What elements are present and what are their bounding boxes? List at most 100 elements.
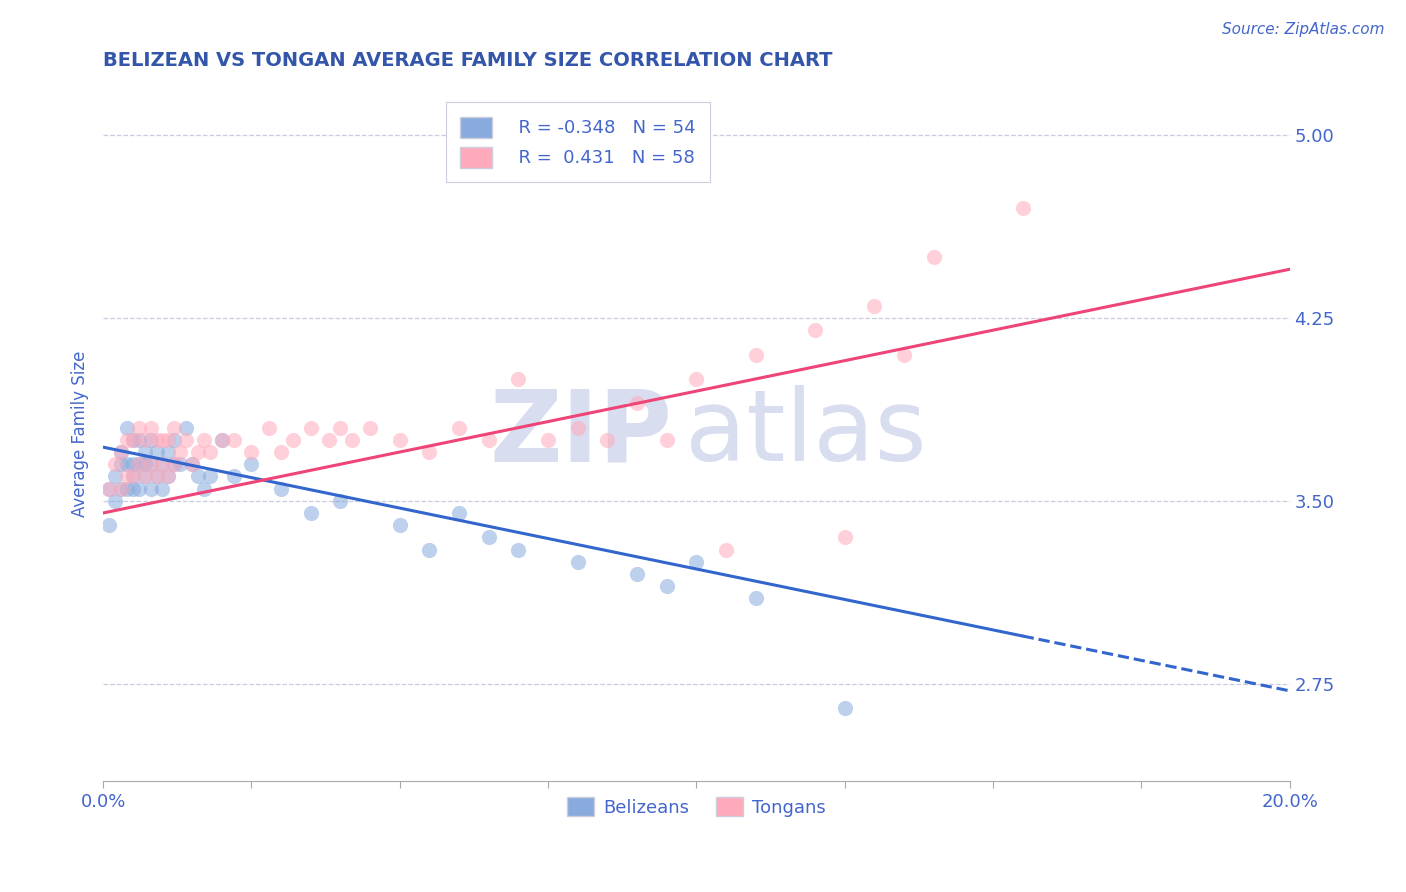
Point — [152, 482, 174, 496]
Point — [152, 433, 174, 447]
Point — [198, 469, 221, 483]
Point — [152, 457, 174, 471]
Point — [1011, 202, 1033, 216]
Point — [567, 420, 589, 434]
Point — [128, 420, 150, 434]
Point — [222, 433, 245, 447]
Point — [449, 506, 471, 520]
Point — [110, 457, 132, 471]
Point — [98, 482, 121, 496]
Point — [128, 482, 150, 496]
Point — [157, 445, 180, 459]
Point — [134, 469, 156, 483]
Point — [198, 445, 221, 459]
Point — [359, 420, 381, 434]
Point — [98, 482, 121, 496]
Point — [169, 457, 191, 471]
Point — [418, 542, 440, 557]
Point — [299, 506, 322, 520]
Point — [744, 347, 766, 361]
Point — [121, 433, 143, 447]
Point — [181, 457, 204, 471]
Point — [626, 396, 648, 410]
Legend: Belizeans, Tongans: Belizeans, Tongans — [560, 790, 834, 824]
Point — [139, 457, 162, 471]
Point — [157, 433, 180, 447]
Point — [222, 469, 245, 483]
Point — [145, 469, 167, 483]
Point — [145, 445, 167, 459]
Point — [157, 469, 180, 483]
Point — [134, 445, 156, 459]
Point — [121, 482, 143, 496]
Point — [922, 250, 945, 264]
Point — [110, 482, 132, 496]
Point — [270, 445, 292, 459]
Point — [281, 433, 304, 447]
Point — [508, 372, 530, 386]
Point — [145, 469, 167, 483]
Point — [240, 445, 263, 459]
Point — [110, 445, 132, 459]
Text: Source: ZipAtlas.com: Source: ZipAtlas.com — [1222, 22, 1385, 37]
Point — [567, 555, 589, 569]
Text: BELIZEAN VS TONGAN AVERAGE FAMILY SIZE CORRELATION CHART: BELIZEAN VS TONGAN AVERAGE FAMILY SIZE C… — [103, 51, 832, 70]
Point — [449, 420, 471, 434]
Point — [257, 420, 280, 434]
Point — [270, 482, 292, 496]
Point — [685, 372, 707, 386]
Point — [388, 518, 411, 533]
Point — [169, 445, 191, 459]
Point — [115, 433, 138, 447]
Point — [152, 457, 174, 471]
Point — [163, 433, 186, 447]
Point — [744, 591, 766, 606]
Point — [299, 420, 322, 434]
Point — [211, 433, 233, 447]
Point — [121, 457, 143, 471]
Point — [110, 482, 132, 496]
Point — [804, 323, 827, 337]
Point — [329, 420, 352, 434]
Point — [98, 518, 121, 533]
Point — [128, 433, 150, 447]
Point — [596, 433, 619, 447]
Point — [121, 469, 143, 483]
Point — [139, 457, 162, 471]
Point — [342, 433, 364, 447]
Text: atlas: atlas — [685, 385, 927, 483]
Point — [134, 457, 156, 471]
Point — [211, 433, 233, 447]
Point — [537, 433, 560, 447]
Point — [115, 469, 138, 483]
Point — [134, 433, 156, 447]
Text: ZIP: ZIP — [489, 385, 672, 483]
Point — [863, 299, 886, 313]
Point — [834, 701, 856, 715]
Point — [187, 469, 209, 483]
Point — [121, 469, 143, 483]
Point — [121, 433, 143, 447]
Point — [139, 433, 162, 447]
Point — [163, 420, 186, 434]
Y-axis label: Average Family Size: Average Family Size — [72, 351, 89, 517]
Point — [174, 420, 197, 434]
Point — [834, 530, 856, 544]
Point — [318, 433, 340, 447]
Point — [655, 579, 678, 593]
Point — [714, 542, 737, 557]
Point — [163, 457, 186, 471]
Point — [128, 457, 150, 471]
Point — [508, 542, 530, 557]
Point — [187, 445, 209, 459]
Point — [193, 482, 215, 496]
Point — [104, 493, 127, 508]
Point — [104, 469, 127, 483]
Point — [115, 420, 138, 434]
Point — [163, 457, 186, 471]
Point — [193, 433, 215, 447]
Point — [104, 457, 127, 471]
Point — [685, 555, 707, 569]
Point — [418, 445, 440, 459]
Point — [174, 433, 197, 447]
